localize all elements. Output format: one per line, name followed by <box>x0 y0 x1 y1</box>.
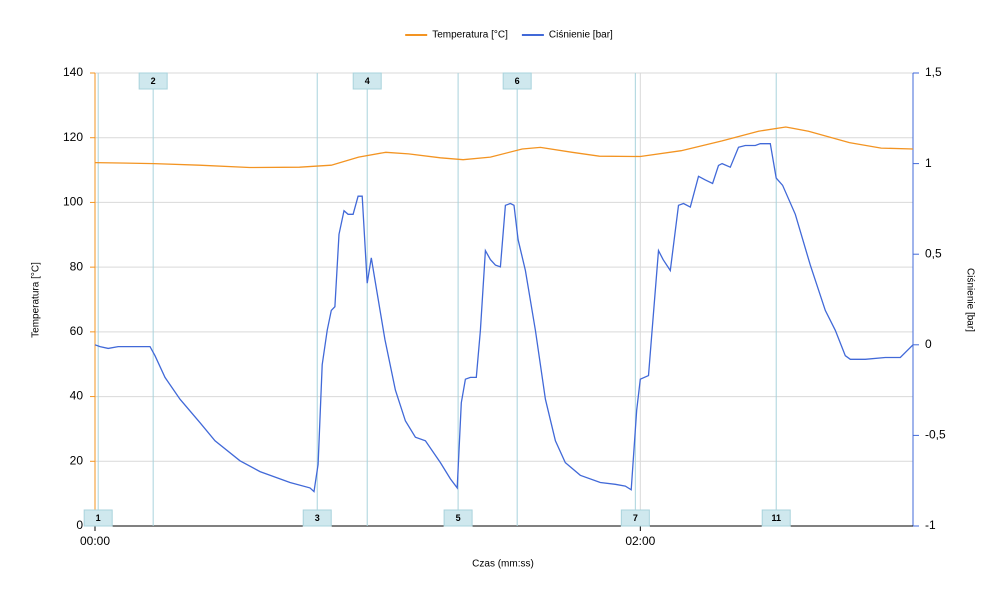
marker-box <box>83 509 113 527</box>
y2-tick-label: -0,5 <box>925 428 946 442</box>
marker-label: 3 <box>315 513 320 523</box>
y-tick-label: 140 <box>63 65 83 79</box>
marker-box <box>620 509 650 527</box>
marker-label: 7 <box>633 513 638 523</box>
x-tick-label: 02:00 <box>625 534 655 548</box>
legend-label: Ciśnienie [bar] <box>549 30 613 41</box>
series-line <box>94 143 914 493</box>
marker-label: 6 <box>515 76 520 86</box>
legend-label: Temperatura [°C] <box>432 30 508 41</box>
marker-box <box>761 509 791 527</box>
y-tick-label: 120 <box>63 130 83 144</box>
y2-tick-label: 1,5 <box>925 65 942 79</box>
y2-tick-label: -1 <box>925 518 936 532</box>
x-axis-label: Czas (mm:ss) <box>472 559 534 570</box>
y-axis-label: Temperatura [°C] <box>31 262 42 338</box>
y-tick-label: 80 <box>70 259 84 273</box>
y-tick-label: 0 <box>76 518 83 532</box>
y-tick-label: 60 <box>70 324 84 338</box>
marker-box <box>443 509 473 527</box>
marker-box <box>138 72 168 90</box>
x-tick-label: 00:00 <box>80 534 110 548</box>
y-tick-label: 20 <box>70 453 84 467</box>
marker-box <box>352 72 382 90</box>
marker-label: 4 <box>365 76 370 86</box>
marker-label: 11 <box>771 513 781 523</box>
marker-label: 1 <box>96 513 101 523</box>
marker-label: 2 <box>151 76 156 86</box>
series-line <box>94 126 914 169</box>
marker-label: 5 <box>456 513 461 523</box>
y2-tick-label: 1 <box>925 156 932 170</box>
y2-tick-label: 0 <box>925 337 932 351</box>
y-tick-label: 40 <box>70 389 84 403</box>
y-tick-label: 100 <box>63 195 83 209</box>
marker-box <box>302 509 332 527</box>
marker-box <box>502 72 532 90</box>
y2-axis-label: Ciśnienie [bar] <box>964 268 975 332</box>
y2-tick-label: 0,5 <box>925 246 942 260</box>
